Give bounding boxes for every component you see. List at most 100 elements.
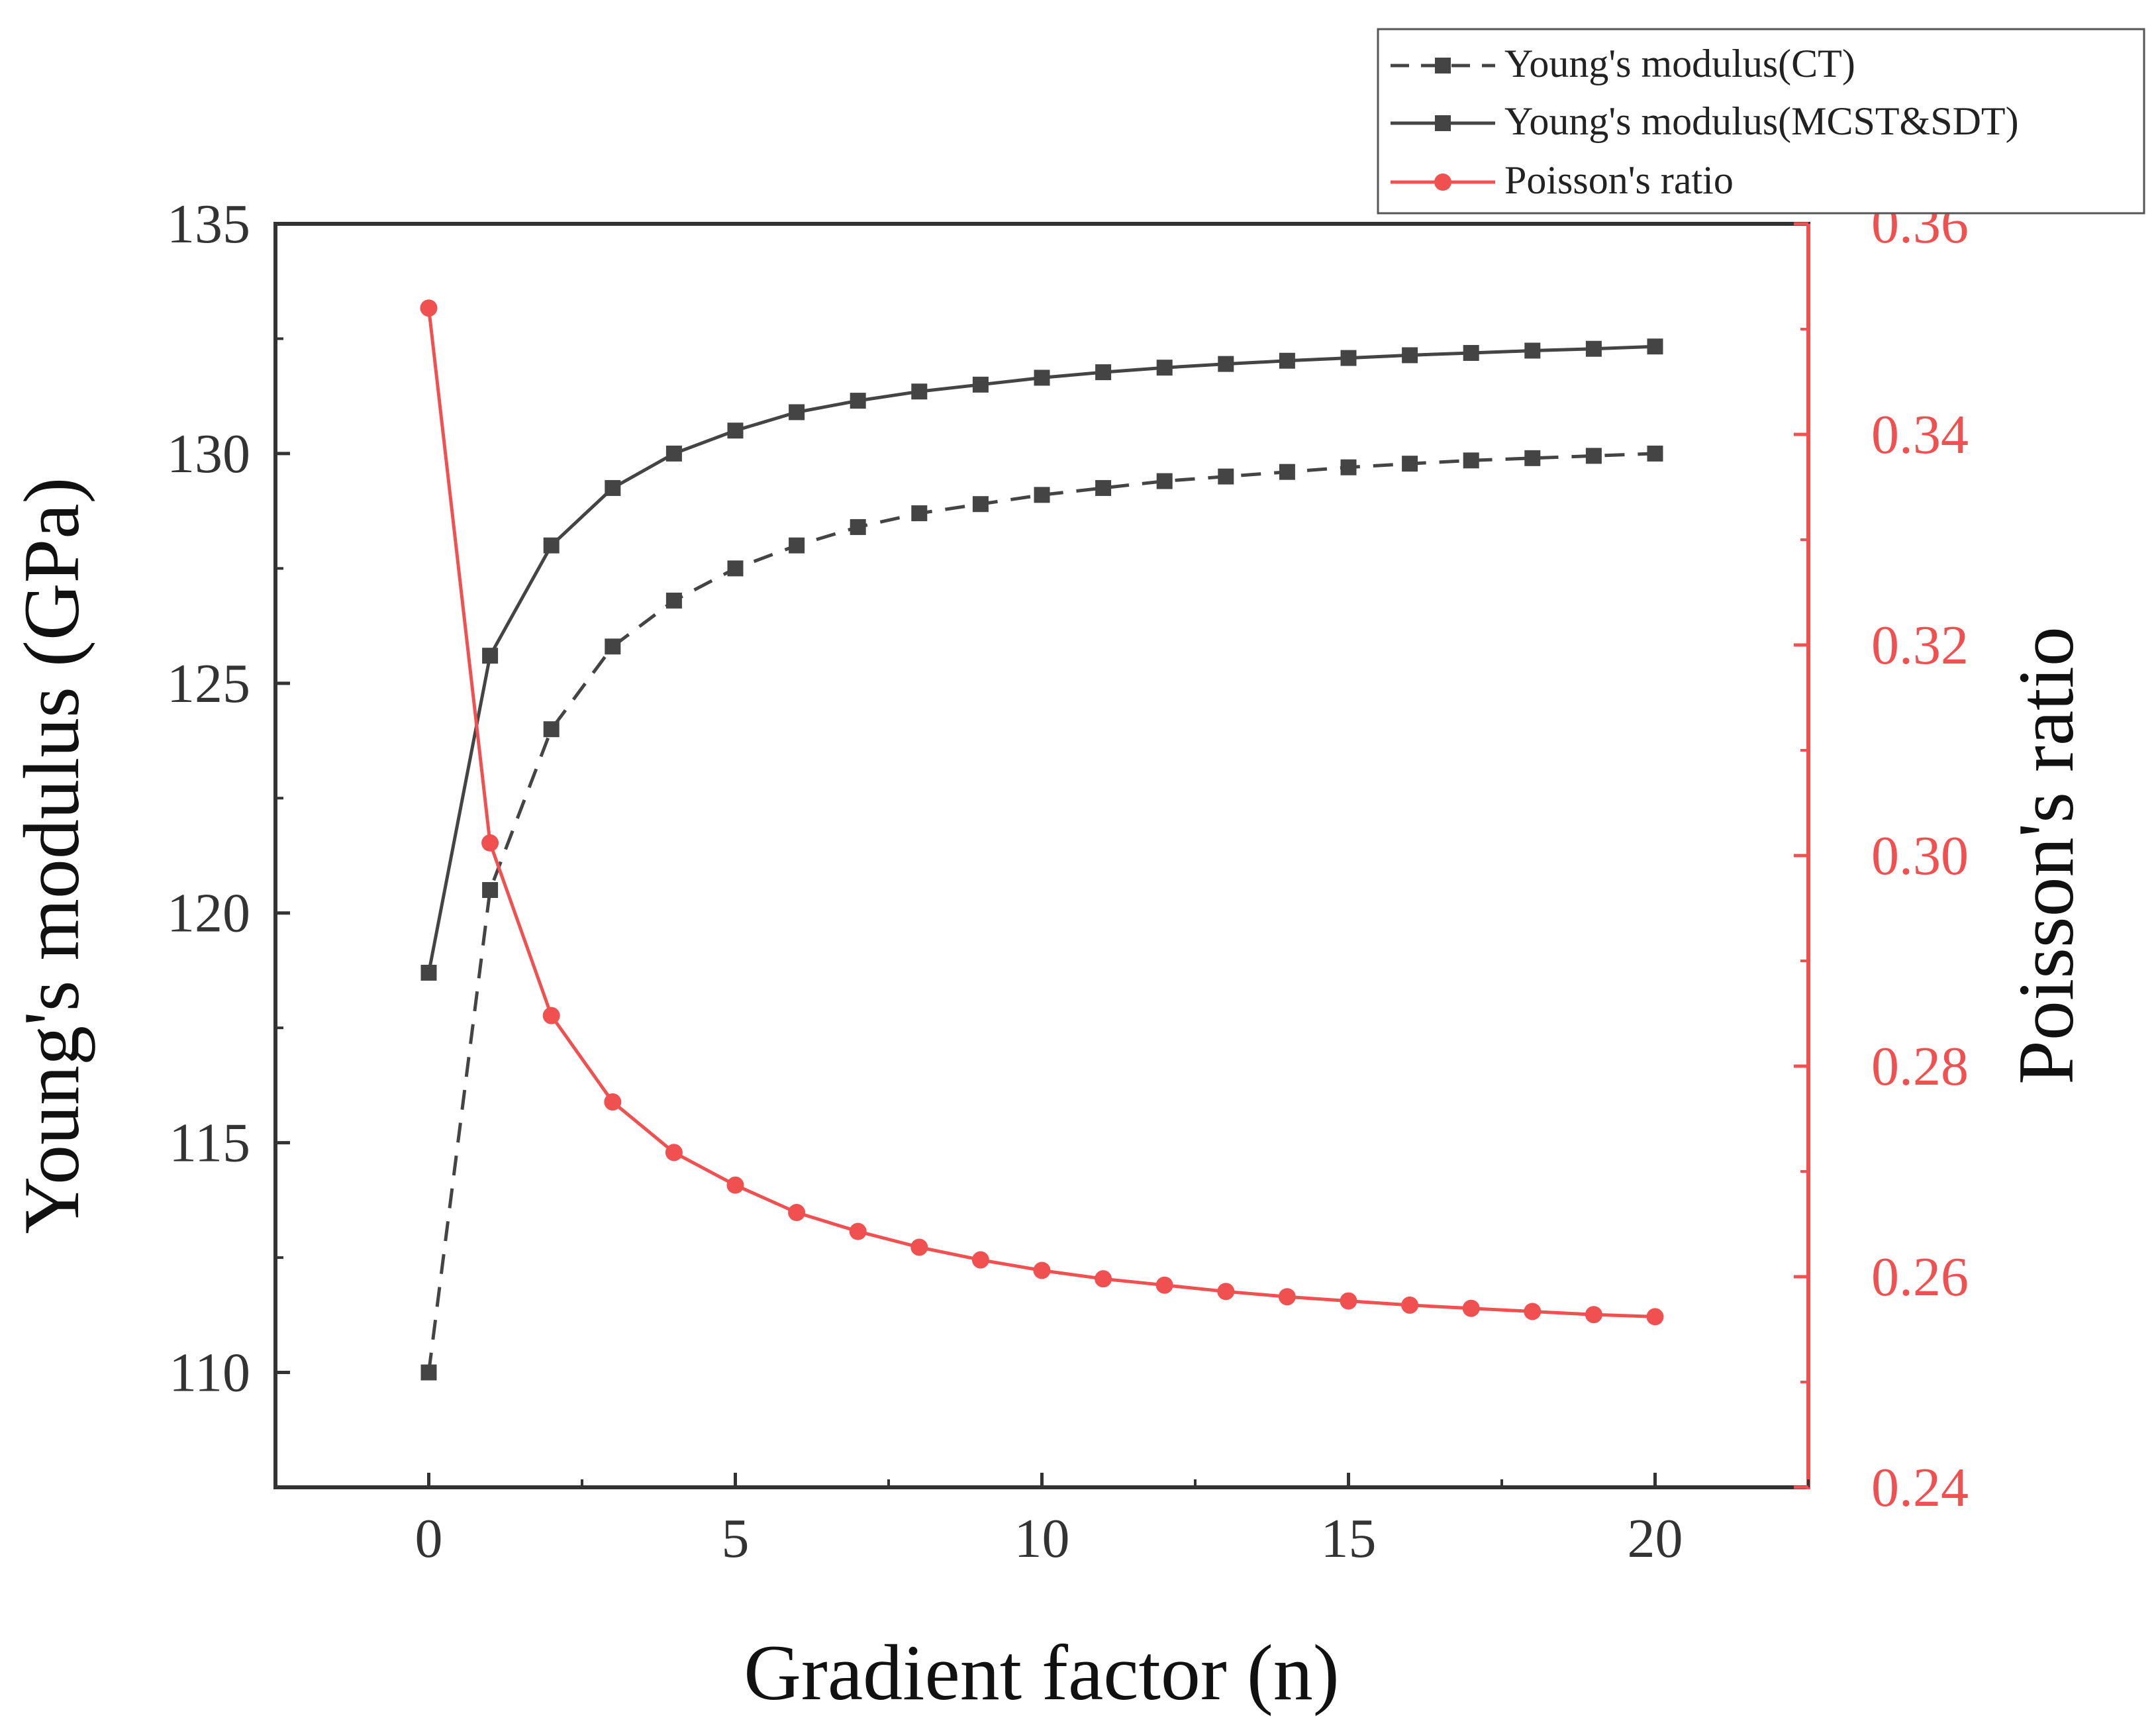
data-point (482, 648, 499, 664)
legend-label-ct: Young's modulus(CT) (1504, 42, 1855, 85)
data-point (1524, 342, 1541, 359)
x-tick-label: 0 (415, 1508, 443, 1569)
data-point (1462, 1299, 1480, 1317)
data-point (605, 479, 621, 496)
legend-item-mcst: Young's modulus(MCST&SDT) (1391, 99, 2019, 143)
y-axis-title-right: Poisson's ratio (2002, 626, 2090, 1085)
data-point (1279, 352, 1295, 369)
y-tick-label-left: 110 (169, 1342, 250, 1404)
data-point (665, 592, 682, 609)
data-point (1463, 344, 1479, 361)
data-point (665, 1144, 683, 1162)
data-point (1095, 364, 1112, 381)
data-point (1218, 468, 1234, 485)
y-tick-label-right: 0.24 (1871, 1457, 1969, 1518)
series-2 (420, 299, 1664, 1326)
data-point (1033, 1261, 1051, 1279)
data-point (1585, 448, 1602, 464)
y-tick-label-right: 0.26 (1871, 1246, 1969, 1308)
x-axis-title: Gradient factor (n) (744, 1628, 1340, 1716)
data-point (482, 882, 499, 899)
legend-marker-ct (1435, 58, 1451, 74)
legend-marker-mcst (1435, 115, 1451, 131)
data-point (1155, 1276, 1173, 1294)
y-tick-label-right: 0.30 (1871, 825, 1969, 887)
data-point (850, 393, 866, 409)
data-point (1095, 1270, 1112, 1288)
data-point (1340, 459, 1357, 475)
series-layer (420, 299, 1664, 1381)
data-point (789, 537, 805, 554)
y-tick-label-right: 0.34 (1871, 404, 1969, 466)
data-point (1156, 360, 1173, 376)
data-point (788, 1204, 806, 1222)
legend-label-poisson: Poisson's ratio (1504, 158, 1734, 202)
y-axis-title-left: Young's modulus (GPa) (7, 477, 95, 1234)
data-point (1402, 347, 1418, 364)
legend: Young's modulus(CT) Young's modulus(MCST… (1377, 28, 2145, 215)
data-point (1278, 1288, 1296, 1306)
data-point (1585, 1306, 1602, 1324)
data-point (1217, 1283, 1235, 1301)
data-point (1218, 356, 1234, 372)
data-point (543, 537, 560, 554)
y-tick-label-right: 0.32 (1871, 615, 1969, 676)
data-point (1156, 473, 1173, 489)
data-point (1646, 1308, 1664, 1326)
data-point (604, 1093, 622, 1111)
data-point (1647, 445, 1663, 462)
legend-label-mcst: Young's modulus(MCST&SDT) (1504, 99, 2019, 143)
y-tick-label-left: 135 (167, 193, 250, 255)
data-point (726, 1176, 744, 1194)
data-point (789, 404, 805, 420)
legend-marker-poisson (1434, 173, 1451, 191)
data-point (910, 1238, 928, 1256)
x-tick-label: 15 (1321, 1508, 1377, 1569)
data-point (665, 445, 682, 462)
data-point (420, 299, 438, 317)
series-line (427, 452, 1655, 1373)
y-tick-label-left: 120 (167, 883, 250, 944)
data-point (1402, 456, 1418, 472)
data-point (971, 1251, 989, 1269)
data-point (1034, 487, 1050, 503)
data-point (727, 422, 744, 439)
y-tick-label-left: 125 (167, 653, 250, 715)
legend-item-poisson: Poisson's ratio (1391, 158, 1734, 202)
data-point (1095, 479, 1112, 496)
x-tick-label: 20 (1628, 1508, 1683, 1569)
series-0 (420, 445, 1663, 1381)
data-point (605, 638, 621, 655)
data-point (727, 560, 744, 577)
data-point (481, 834, 499, 852)
data-point (1647, 338, 1663, 355)
y-tick-label-right: 0.28 (1871, 1036, 1969, 1097)
legend-box (1377, 28, 2145, 215)
y-tick-label-left: 130 (167, 423, 250, 485)
data-point (1279, 464, 1295, 480)
data-point (542, 1007, 560, 1024)
data-point (849, 1222, 867, 1240)
y-tick-label-left: 115 (169, 1113, 250, 1174)
data-point (911, 383, 928, 400)
data-point (1401, 1296, 1419, 1314)
data-point (972, 376, 989, 393)
data-point (420, 1364, 437, 1381)
data-point (1524, 1303, 1542, 1320)
x-tick-label: 10 (1014, 1508, 1070, 1569)
data-point (420, 964, 437, 981)
data-point (1524, 450, 1541, 466)
data-point (1340, 1292, 1357, 1310)
axis-ticks: 0 5 10 15 20 110 115 120 125 130 135 0.24 0.26 0.28 0.… (167, 193, 1969, 1569)
data-point (911, 505, 928, 522)
data-point (1585, 340, 1602, 357)
x-tick-label: 5 (722, 1508, 750, 1569)
data-point (850, 519, 866, 535)
data-point (543, 721, 560, 738)
data-point (972, 496, 989, 513)
data-point (1463, 452, 1479, 469)
data-point (1034, 370, 1050, 386)
legend-item-ct: Young's modulus(CT) (1391, 42, 1855, 85)
series-1 (420, 338, 1663, 981)
